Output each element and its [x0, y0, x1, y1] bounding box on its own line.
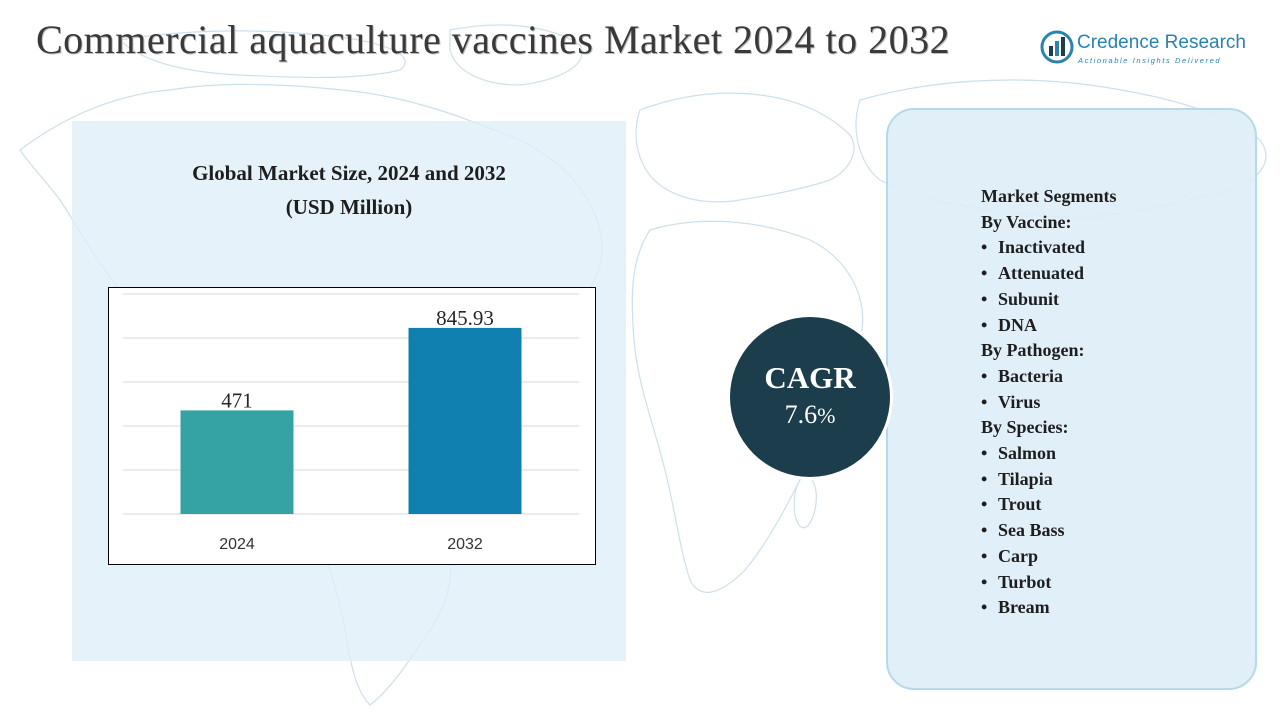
bullet-icon: •	[981, 520, 988, 541]
credence-logo-icon	[1040, 30, 1074, 64]
segment-item-label: Sea Bass	[998, 520, 1065, 541]
logo-tagline: Actionable Insights Delivered	[1078, 56, 1222, 65]
europe-outline	[635, 92, 855, 203]
bar-2032	[408, 327, 522, 514]
logo-name: Credence Research	[1077, 32, 1246, 53]
bullet-icon: •	[981, 263, 988, 284]
x-tick-label: 2024	[219, 536, 255, 553]
bullet-icon: •	[981, 571, 988, 592]
arctic-outline	[118, 30, 406, 79]
chart-title-line2: (USD Million)	[285, 195, 413, 219]
segment-item: • Bream	[981, 595, 1241, 621]
segment-group-title: By Species:	[981, 417, 1069, 438]
segment-item: • Virus	[981, 390, 1241, 416]
bullet-icon: •	[981, 365, 988, 386]
bar-chart: 471 2024 845.93 2032	[108, 287, 596, 565]
greenland-outline	[449, 24, 583, 86]
segment-item-label: Subunit	[998, 288, 1060, 309]
bullet-icon: •	[981, 237, 988, 258]
cagr-number: 7.6	[784, 400, 818, 429]
bullet-icon: •	[981, 545, 988, 566]
segment-item-label: Trout	[998, 494, 1042, 515]
segment-item-label: Tilapia	[998, 468, 1053, 489]
bullet-icon: •	[981, 314, 988, 335]
segment-item: • Salmon	[981, 441, 1241, 467]
bullet-icon: •	[981, 288, 988, 309]
chart-title: Global Market Size, 2024 and 2032 (USD M…	[72, 156, 626, 224]
segment-item-label: Bacteria	[998, 365, 1063, 386]
segment-item: • Subunit	[981, 287, 1241, 313]
segment-item: • Inactivated	[981, 235, 1241, 261]
africa-outline	[631, 220, 864, 593]
segment-group-title: By Pathogen:	[981, 340, 1085, 361]
segment-item: • Turbot	[981, 570, 1241, 596]
market-segments-list: Market Segments By Vaccine: • Inactivated •…	[981, 184, 1241, 621]
segment-item: • Trout	[981, 492, 1241, 518]
bullet-icon: •	[981, 597, 988, 618]
segment-item-label: DNA	[998, 314, 1037, 335]
segment-item-label: Attenuated	[998, 263, 1084, 284]
segment-group-title: By Vaccine:	[981, 211, 1072, 232]
cagr-value: 7.6%	[727, 400, 893, 430]
segment-item: • Tilapia	[981, 467, 1241, 493]
page-title: Commercial aquaculture vaccines Market 2…	[36, 17, 951, 62]
segment-item: • Bacteria	[981, 364, 1241, 390]
bullet-icon: •	[981, 443, 988, 464]
segment-item-label: Salmon	[998, 443, 1057, 464]
bar-value-label: 845.93	[436, 306, 494, 330]
segment-item: • Sea Bass	[981, 518, 1241, 544]
bullet-icon: •	[981, 391, 988, 412]
madagascar-outline	[793, 476, 817, 529]
segment-item: • Attenuated	[981, 261, 1241, 287]
cagr-unit: %	[817, 403, 836, 428]
segment-item-label: Virus	[998, 391, 1041, 412]
segment-item-label: Bream	[998, 597, 1050, 618]
cagr-badge	[727, 314, 893, 480]
segment-item-label: Turbot	[998, 571, 1052, 592]
bar-chart-canvas: 471 2024 845.93 2032	[123, 293, 579, 553]
brand-logo: Credence Research Actionable Insights De…	[1040, 30, 1260, 70]
segments-panel	[886, 108, 1257, 690]
segments-heading: Market Segments	[981, 186, 1117, 206]
segment-item-label: Carp	[998, 545, 1038, 566]
bar-value-label: 471	[221, 388, 253, 412]
segment-item-label: Inactivated	[998, 237, 1085, 258]
cagr-label: CAGR	[764, 360, 856, 395]
chart-title-line1: Global Market Size, 2024 and 2032	[192, 161, 506, 185]
segment-item: • Carp	[981, 544, 1241, 570]
segment-item: • DNA	[981, 313, 1241, 339]
bullet-icon: •	[981, 468, 988, 489]
x-tick-label: 2032	[447, 536, 483, 553]
bullet-icon: •	[981, 494, 988, 515]
bar-2024	[180, 410, 294, 514]
